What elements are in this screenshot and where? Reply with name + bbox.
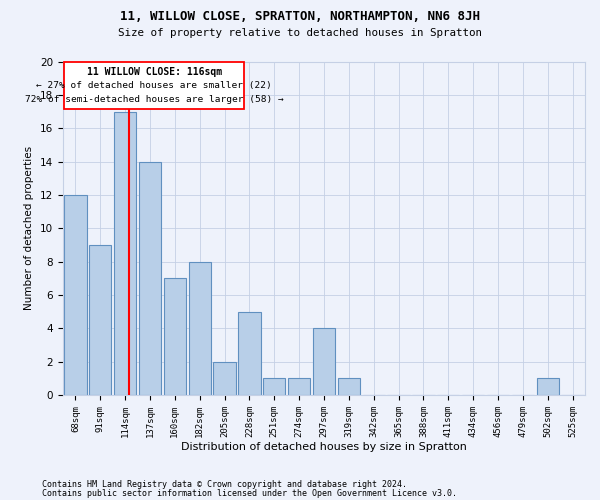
Bar	[338, 378, 360, 395]
Bar	[64, 62, 244, 109]
Bar	[64, 195, 86, 395]
Text: 11, WILLOW CLOSE, SPRATTON, NORTHAMPTON, NN6 8JH: 11, WILLOW CLOSE, SPRATTON, NORTHAMPTON,…	[120, 10, 480, 23]
Text: Contains HM Land Registry data © Crown copyright and database right 2024.: Contains HM Land Registry data © Crown c…	[42, 480, 407, 489]
Text: ← 27% of detached houses are smaller (22): ← 27% of detached houses are smaller (22…	[37, 81, 272, 90]
Bar	[238, 312, 260, 395]
Bar	[89, 245, 112, 395]
Bar	[536, 378, 559, 395]
Bar	[139, 162, 161, 395]
Bar	[313, 328, 335, 395]
Bar	[114, 112, 136, 395]
Bar	[188, 262, 211, 395]
Bar	[263, 378, 286, 395]
Text: Contains public sector information licensed under the Open Government Licence v3: Contains public sector information licen…	[42, 489, 457, 498]
Bar	[164, 278, 186, 395]
Text: 72% of semi-detached houses are larger (58) →: 72% of semi-detached houses are larger (…	[25, 94, 284, 104]
Bar	[288, 378, 310, 395]
X-axis label: Distribution of detached houses by size in Spratton: Distribution of detached houses by size …	[181, 442, 467, 452]
Text: 11 WILLOW CLOSE: 116sqm: 11 WILLOW CLOSE: 116sqm	[87, 68, 222, 78]
Y-axis label: Number of detached properties: Number of detached properties	[25, 146, 34, 310]
Text: Size of property relative to detached houses in Spratton: Size of property relative to detached ho…	[118, 28, 482, 38]
Bar	[214, 362, 236, 395]
